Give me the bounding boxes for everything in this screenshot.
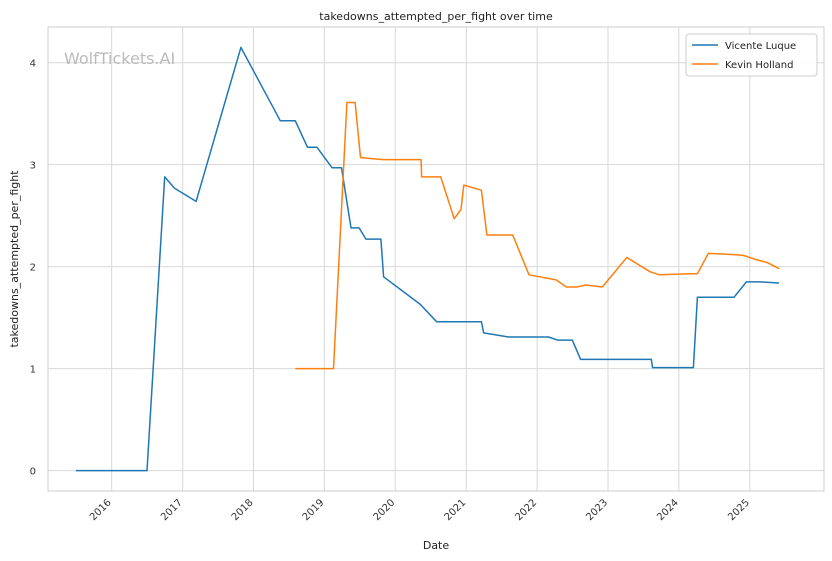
x-axis-ticks: 2016 2017 2018 2019 2020 2021 2022 2023 2024 2025 — [88, 497, 752, 523]
x-tick-label: 2020 — [372, 497, 398, 523]
x-tick-label: 2017 — [159, 497, 185, 523]
series-line-vicente-luque — [75, 46, 780, 472]
series-line-kevin-holland — [295, 101, 780, 370]
x-tick-label: 2023 — [584, 497, 610, 523]
x-tick-label: 2018 — [230, 497, 256, 523]
legend-label-vicente-luque: Vicente Luque — [725, 41, 796, 52]
y-tick-label: 3 — [30, 161, 36, 172]
y-tick-label: 1 — [30, 365, 36, 376]
y-tick-label: 4 — [30, 59, 36, 70]
y-axis-label: takedowns_attempted_per_fight — [8, 170, 21, 348]
y-tick-label: 0 — [30, 467, 36, 478]
series-lines — [75, 46, 780, 472]
y-tick-label: 2 — [30, 263, 36, 274]
legend-box — [685, 33, 818, 77]
chart-title: takedowns_attempted_per_fight over time — [319, 10, 553, 23]
legend: Vicente Luque Kevin Holland — [685, 33, 818, 77]
y-axis-ticks: 0 1 2 3 4 — [30, 59, 36, 478]
legend-label-kevin-holland: Kevin Holland — [725, 60, 793, 71]
x-tick-label: 2025 — [726, 497, 752, 523]
x-tick-label: 2021 — [443, 497, 469, 523]
watermark: WolfTickets.AI — [64, 49, 175, 68]
plot-area-frame — [47, 26, 825, 492]
grid-lines — [48, 27, 824, 491]
x-tick-label: 2019 — [301, 497, 327, 523]
x-tick-label: 2024 — [655, 497, 681, 523]
x-tick-label: 2016 — [88, 497, 114, 523]
x-tick-label: 2022 — [513, 497, 539, 523]
x-axis-label: Date — [423, 539, 450, 552]
